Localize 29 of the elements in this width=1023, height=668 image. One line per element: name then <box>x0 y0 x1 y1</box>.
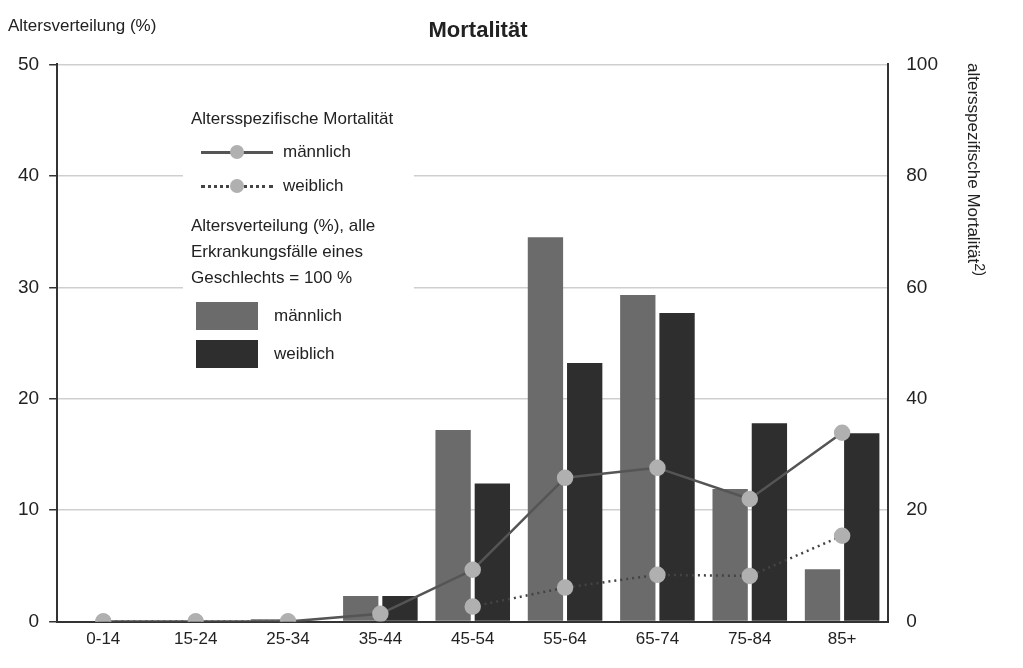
legend-label: männlich <box>274 306 343 326</box>
y-tick-label: 40 <box>17 164 40 186</box>
chart-title: Mortalität <box>428 17 529 43</box>
y-axis-title: Altersverteilung (%) <box>8 16 157 36</box>
y-tick-label: 0 <box>28 609 40 631</box>
x-tick-label: 25-34 <box>266 629 310 649</box>
y2-tick-label: 0 <box>906 609 917 631</box>
legend-title: Altersspezifische Mortalität <box>191 109 395 129</box>
y2-tick-label: 20 <box>906 498 928 520</box>
x-tick-label: 15-24 <box>173 629 218 649</box>
annotation: Altersverteilung (%), alle Erkrankungsfälle eines Geschlechts = 100 % <box>191 215 377 289</box>
x-tick-label: 75-84 <box>728 629 772 649</box>
x-tick-label: 85+ <box>827 629 857 649</box>
legend-label: weiblich <box>274 344 335 364</box>
y2-tick-label: 40 <box>906 386 928 408</box>
y2-tick-label: 100 <box>906 52 938 74</box>
legend-label: weiblich <box>283 176 344 196</box>
x-tick-label: 55-64 <box>543 629 587 649</box>
y-tick-label: 30 <box>17 275 40 297</box>
x-tick-label: 35-44 <box>358 629 403 649</box>
y-tick-label: 10 <box>17 498 40 520</box>
y-tick-label: 50 <box>17 52 40 74</box>
y-tick-label: 20 <box>17 386 40 408</box>
y2-tick-label: 60 <box>906 275 928 297</box>
legend-label: männlich <box>283 142 352 162</box>
x-tick-label: 45-54 <box>450 629 495 649</box>
x-tick-label: 0-14 <box>86 629 121 649</box>
x-tick-label: 65-74 <box>635 629 680 649</box>
y2-tick-label: 80 <box>906 164 928 186</box>
